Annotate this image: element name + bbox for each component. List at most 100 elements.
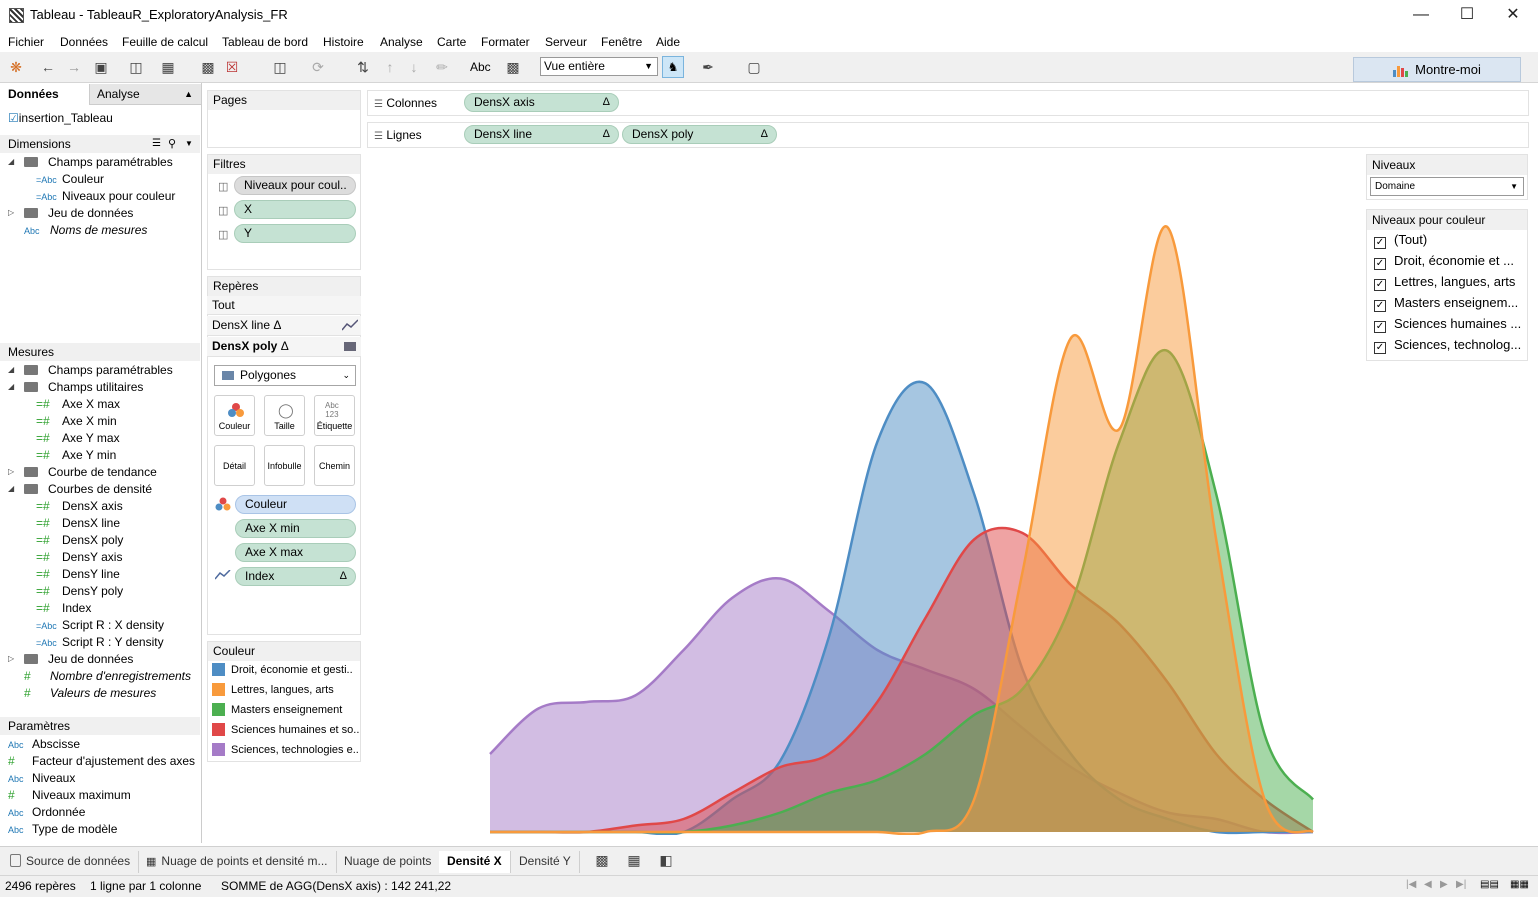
left_panel.measures-item[interactable]: =# DensX poly — [36, 533, 123, 547]
parameter-item[interactable]: Abc Ordonnée — [8, 805, 85, 819]
sheet-nav-prev-icon[interactable]: ◀ — [1424, 879, 1432, 890]
mark-label-button[interactable]: Abc 123 Étiquette — [314, 395, 355, 436]
menu-tableau-de-bord[interactable]: Tableau de bord — [222, 35, 309, 49]
expand-toggle-icon[interactable]: ▷ — [8, 467, 15, 476]
swap-icon[interactable]: ⇅ — [357, 59, 369, 75]
totals-icon[interactable]: ▩ — [506, 59, 520, 75]
duplicate-sheet-icon[interactable]: ▩ — [201, 59, 215, 75]
menu-fenetre[interactable]: Fenêtre — [601, 35, 643, 49]
left_panel.measures-item[interactable]: =# Axe Y max — [36, 431, 120, 445]
color-level-checkbox[interactable]: ✓ (Tout) — [1374, 232, 1427, 249]
sheet-nav-first-icon[interactable]: |◀ — [1406, 879, 1417, 890]
color-level-checkbox[interactable]: ✓ Sciences, technolog... — [1374, 337, 1521, 354]
presentation-mode-icon[interactable]: ▢ — [747, 59, 761, 75]
tab-densite-x[interactable]: Densité X — [439, 851, 511, 873]
left_panel.measures-item[interactable]: ◢ Courbes de densité — [8, 482, 152, 496]
left_panel.dimensions-item[interactable]: Abc Noms de mesures — [24, 223, 147, 237]
tableau-logo-icon[interactable]: ❋ — [10, 59, 22, 75]
undo-icon[interactable]: ← — [41, 59, 55, 75]
show-labels-button[interactable]: Abc — [470, 60, 491, 74]
tab-donnees[interactable]: Données — [0, 84, 90, 105]
marks-all-tab[interactable]: Tout — [207, 296, 361, 315]
new-dashboard-icon[interactable]: ▦ — [627, 852, 641, 868]
checkbox-checked-icon[interactable]: ✓ — [1374, 300, 1386, 312]
expand-toggle-icon[interactable]: ◢ — [8, 382, 15, 391]
expand-toggle-icon[interactable]: ◢ — [8, 157, 15, 166]
tab-densite-y[interactable]: Densité Y — [511, 851, 580, 873]
menu-formater[interactable]: Formater — [481, 35, 530, 49]
left_panel.measures-item[interactable]: =Abc Script R : Y density — [36, 635, 164, 649]
pause-updates-icon[interactable]: ◫ — [273, 59, 287, 75]
color-level-checkbox[interactable]: ✓ Droit, économie et ... — [1374, 253, 1514, 270]
left_panel.measures-item[interactable]: =# DensX line — [36, 516, 120, 530]
marks-densx-line-tab[interactable]: DensX line Δ — [207, 316, 361, 336]
columns-pill-densx-axis[interactable]: DensX axis Δ — [464, 93, 619, 112]
color-level-checkbox[interactable]: ✓ Masters enseignem... — [1374, 295, 1518, 312]
marks-densx-poly-tab[interactable]: DensX poly Δ — [207, 337, 361, 357]
parameter-item[interactable]: # Facteur d'ajustement des axes — [8, 754, 195, 768]
menu-serveur[interactable]: Serveur — [545, 35, 588, 49]
refresh-icon[interactable]: ⟳ — [312, 59, 324, 75]
annotate-pen-icon[interactable]: ✒ — [702, 59, 714, 75]
checkbox-checked-icon[interactable]: ✓ — [1374, 342, 1386, 354]
new-story-icon[interactable]: ◧ — [659, 852, 673, 868]
parameter-item[interactable]: Abc Abscisse — [8, 737, 80, 751]
menu-carte[interactable]: Carte — [437, 35, 467, 49]
left_panel.measures-item[interactable]: =# DensY axis — [36, 550, 122, 564]
left_panel.measures-item[interactable]: =# Axe X min — [36, 414, 117, 428]
redo-icon[interactable]: → — [67, 59, 81, 75]
clear-sheet-icon[interactable]: ☒ — [225, 59, 239, 75]
left_panel.measures-item[interactable]: # Nombre d'enregistrements — [24, 669, 191, 683]
checkbox-checked-icon[interactable]: ✓ — [1374, 321, 1386, 333]
checkbox-checked-icon[interactable]: ✓ — [1374, 279, 1386, 291]
mark-type-dropdown[interactable]: Polygones ⌄ — [214, 365, 356, 386]
tab-source-de-donnees[interactable]: Source de données — [2, 851, 140, 873]
minimize-button[interactable]: — — [1413, 6, 1429, 23]
legend-item[interactable]: Lettres, langues, arts — [212, 683, 334, 696]
legend-item[interactable]: Sciences humaines et so.. — [212, 723, 359, 736]
left_panel.dimensions-item[interactable]: ◢ Champs paramétrables — [8, 155, 173, 169]
mark-tooltip-button[interactable]: Infobulle — [264, 445, 305, 486]
sheet-nav-next-icon[interactable]: ▶ — [1440, 879, 1448, 890]
menu-aide[interactable]: Aide — [656, 35, 681, 49]
left_panel.dimensions-item[interactable]: =Abc Niveaux pour couleur — [36, 189, 175, 203]
parameter-item[interactable]: Abc Type de modèle — [8, 822, 117, 836]
mark-detail-button[interactable]: Détail — [214, 445, 255, 486]
new-datasource-icon[interactable]: ◫ — [129, 59, 143, 75]
search-icon[interactable]: ⚲ — [168, 138, 177, 150]
left_panel.measures-item[interactable]: =# DensY poly — [36, 584, 123, 598]
filter-pill-y[interactable]: Y — [234, 224, 356, 243]
left_panel.measures-item[interactable]: # Valeurs de mesures — [24, 686, 156, 700]
pages-card[interactable]: Pages — [207, 90, 361, 148]
legend-item[interactable]: Masters enseignement — [212, 703, 342, 716]
sort-ascending-icon[interactable]: ↑ — [386, 59, 394, 75]
color-level-checkbox[interactable]: ✓ Lettres, langues, arts — [1374, 274, 1515, 291]
expand-toggle-icon[interactable]: ▷ — [8, 654, 15, 663]
tab-analyse[interactable]: Analyse ▲ — [90, 84, 201, 105]
mark-path-button[interactable]: Chemin — [314, 445, 355, 486]
show-tabs-icon[interactable]: ▦▦ — [1510, 879, 1529, 890]
pane-menu-icon[interactable]: ▲ — [184, 89, 193, 99]
legend-item[interactable]: Droit, économie et gesti.. — [212, 663, 353, 676]
mark-pill-axe-x-max[interactable]: Axe X max — [235, 543, 356, 562]
new-worksheet-icon[interactable]: ▦ — [161, 59, 175, 75]
left_panel.measures-item[interactable]: ▷ Courbe de tendance — [8, 465, 157, 479]
mark-color-button[interactable]: Couleur — [214, 395, 255, 436]
mark-size-button[interactable]: ◯ Taille — [264, 395, 305, 436]
left_panel.measures-item[interactable]: =# Axe X max — [36, 397, 120, 411]
density-area-series-1[interactable] — [490, 381, 1313, 835]
density-area-series-4[interactable] — [490, 226, 1313, 835]
tab-nuage-de-points[interactable]: Nuage de points — [336, 851, 441, 873]
mark-pill-index[interactable]: Index Δ — [235, 567, 356, 586]
left_panel.dimensions-item[interactable]: ▷ Jeu de données — [8, 206, 133, 220]
show-me-button[interactable]: Montre-moi — [1353, 57, 1521, 82]
rows-pill-densx-poly[interactable]: DensX poly Δ — [622, 125, 777, 144]
filter-pill-x[interactable]: X — [234, 200, 356, 219]
highlight-icon[interactable]: ✏ — [436, 59, 448, 75]
checkbox-checked-icon[interactable]: ✓ — [1374, 237, 1386, 249]
filter-pill-niveaux[interactable]: Niveaux pour coul.. — [234, 176, 356, 195]
sheet-nav-last-icon[interactable]: ▶| — [1456, 879, 1467, 890]
left_panel.measures-item[interactable]: =# Index — [36, 601, 91, 615]
color-level-checkbox[interactable]: ✓ Sciences humaines ... — [1374, 316, 1521, 333]
mark-pill-couleur[interactable]: Couleur — [235, 495, 356, 514]
